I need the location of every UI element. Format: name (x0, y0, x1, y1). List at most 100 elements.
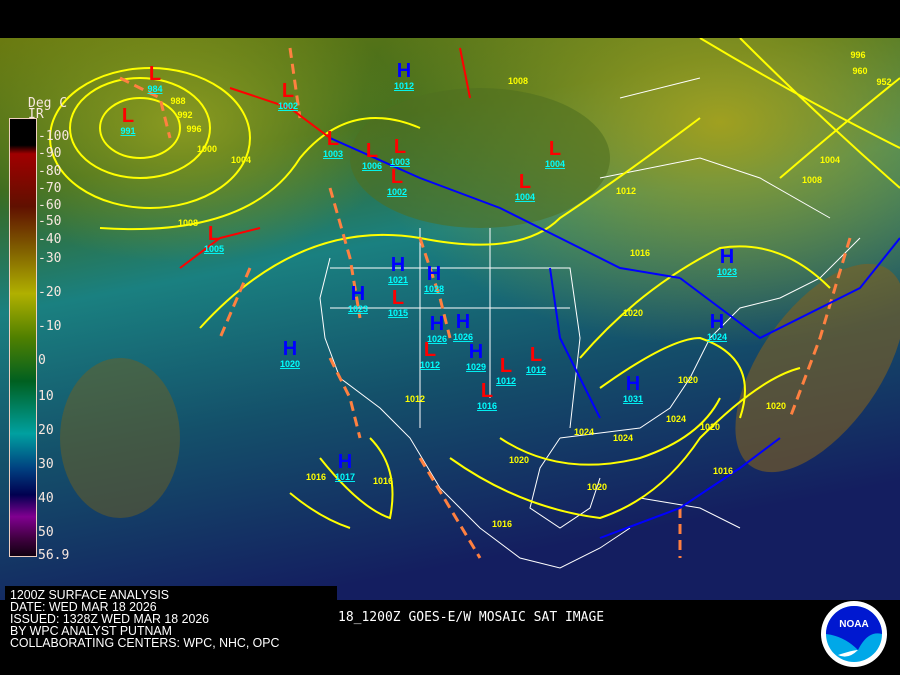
high-pressure-value: 1020 (280, 359, 300, 369)
isobar-label: 1020 (678, 375, 698, 385)
noaa-logo: NOAA (821, 601, 887, 667)
isobar-label: 1016 (373, 476, 393, 486)
low-pressure-value: 1005 (204, 244, 224, 254)
low-pressure-symbol: L (549, 138, 561, 160)
isobar-label: 1004 (820, 155, 840, 165)
temperature-color-legend (9, 118, 37, 557)
legend-tick: -90 (38, 146, 62, 161)
low-pressure-symbol: L (282, 80, 294, 102)
high-pressure-value: 1021 (388, 275, 408, 285)
low-pressure-value: 1012 (420, 360, 440, 370)
high-pressure-symbol: H (283, 338, 297, 360)
isobar-label: 1016 (306, 472, 326, 482)
isobars (49, 38, 900, 529)
high-pressure-symbol: H (351, 283, 365, 305)
legend-tick: 0 (38, 353, 46, 368)
isobar-label: 1024 (574, 427, 594, 437)
analysis-info-box (5, 586, 337, 646)
high-pressure-value: 1012 (394, 81, 414, 91)
legend-subtitle: IR (28, 107, 44, 122)
high-pressure-value: 1026 (453, 332, 473, 342)
low-pressure-symbol: L (366, 140, 378, 162)
high-pressure-value: 1017 (335, 472, 355, 482)
isobar-label: 1016 (492, 519, 512, 529)
low-pressure-symbol: L (481, 380, 493, 402)
isobar-label: 952 (876, 77, 891, 87)
high-pressure-value: 1024 (707, 332, 727, 342)
high-pressure-value: 1031 (623, 394, 643, 404)
coastlines (319, 77, 861, 569)
isobar-label: 992 (177, 110, 192, 120)
low-pressure-value: 1003 (390, 157, 410, 167)
high-pressure-symbol: H (391, 254, 405, 276)
low-pressure-symbol: L (392, 287, 404, 309)
low-pressure-symbol: L (530, 344, 542, 366)
isobar-label: 1000 (197, 144, 217, 154)
isobar-label: 1004 (231, 155, 251, 165)
low-pressure-value: 1002 (278, 101, 298, 111)
high-pressure-symbol: H (626, 373, 640, 395)
legend-tick: -40 (38, 232, 62, 247)
isobar-label: 1020 (700, 422, 720, 432)
low-pressure-symbol: L (500, 355, 512, 377)
legend-tick: -20 (38, 285, 62, 300)
troughs (119, 47, 852, 559)
low-pressure-value: 1012 (526, 365, 546, 375)
isobar-label: 1016 (713, 466, 733, 476)
isobar-label: 988 (170, 96, 185, 106)
isobar-label: 1024 (666, 414, 686, 424)
legend-tick: -80 (38, 164, 62, 179)
legend-tick: 56.9 (38, 548, 70, 563)
isobar-label: 1020 (587, 482, 607, 492)
legend-unit: Deg C (28, 96, 68, 111)
legend-title: Deg C IR (28, 96, 68, 122)
centers-line: COLLABORATING CENTERS: WPC, NHC, OPC (10, 635, 280, 650)
legend-tick: -50 (38, 214, 62, 229)
low-pressure-symbol: L (327, 128, 339, 150)
isobar-label: 1020 (623, 308, 643, 318)
low-pressure-symbol: L (122, 105, 134, 127)
high-pressure-value: 1023 (717, 267, 737, 277)
isobar-label: 1008 (802, 175, 822, 185)
isobar-label: 1020 (766, 401, 786, 411)
low-pressure-value: 1003 (323, 149, 343, 159)
isobar-label: 1008 (508, 76, 528, 86)
low-pressure-symbol: L (208, 223, 220, 245)
low-pressure-value: 984 (147, 84, 162, 94)
date-line: DATE: WED MAR 18 2026 (10, 599, 157, 614)
low-pressure-symbol: L (424, 339, 436, 361)
legend-tick: -30 (38, 251, 62, 266)
high-pressure-value: 1023 (348, 304, 368, 314)
isobar-label: 996 (850, 50, 865, 60)
high-pressure-symbol: H (397, 60, 411, 82)
legend-tick: 30 (38, 457, 54, 472)
isobar-label: 960 (852, 66, 867, 76)
fronts (179, 47, 900, 539)
title-line: 1200Z SURFACE ANALYSIS (10, 587, 170, 602)
isobar-label: 1012 (616, 186, 636, 196)
legend-tick: -70 (38, 181, 62, 196)
low-pressure-value: 1016 (477, 401, 497, 411)
isobar-label: 1008 (178, 218, 198, 228)
high-pressure-symbol: H (427, 263, 441, 285)
isobar-label: 1020 (509, 455, 529, 465)
high-pressure-symbol: H (338, 451, 352, 473)
legend-tick: -10 (38, 319, 62, 334)
legend-tick: -100 (38, 129, 70, 144)
low-pressure-symbol: L (391, 166, 403, 188)
legend-tick: 20 (38, 423, 54, 438)
high-pressure-symbol: H (456, 311, 470, 333)
legend-tick: 50 (38, 525, 54, 540)
high-pressure-value: 1026 (427, 334, 447, 344)
legend-tick: 10 (38, 389, 54, 404)
legend-tick: 40 (38, 491, 54, 506)
low-pressure-value: 1006 (362, 161, 382, 171)
high-pressure-symbol: H (469, 341, 483, 363)
issued-line: ISSUED: 1328Z WED MAR 18 2026 (10, 611, 210, 626)
low-pressure-value: 1015 (388, 308, 408, 318)
low-pressure-symbol: L (519, 171, 531, 193)
high-pressure-symbol: H (430, 313, 444, 335)
low-pressure-symbol: L (149, 63, 161, 85)
isobar-label: 1024 (613, 433, 633, 443)
